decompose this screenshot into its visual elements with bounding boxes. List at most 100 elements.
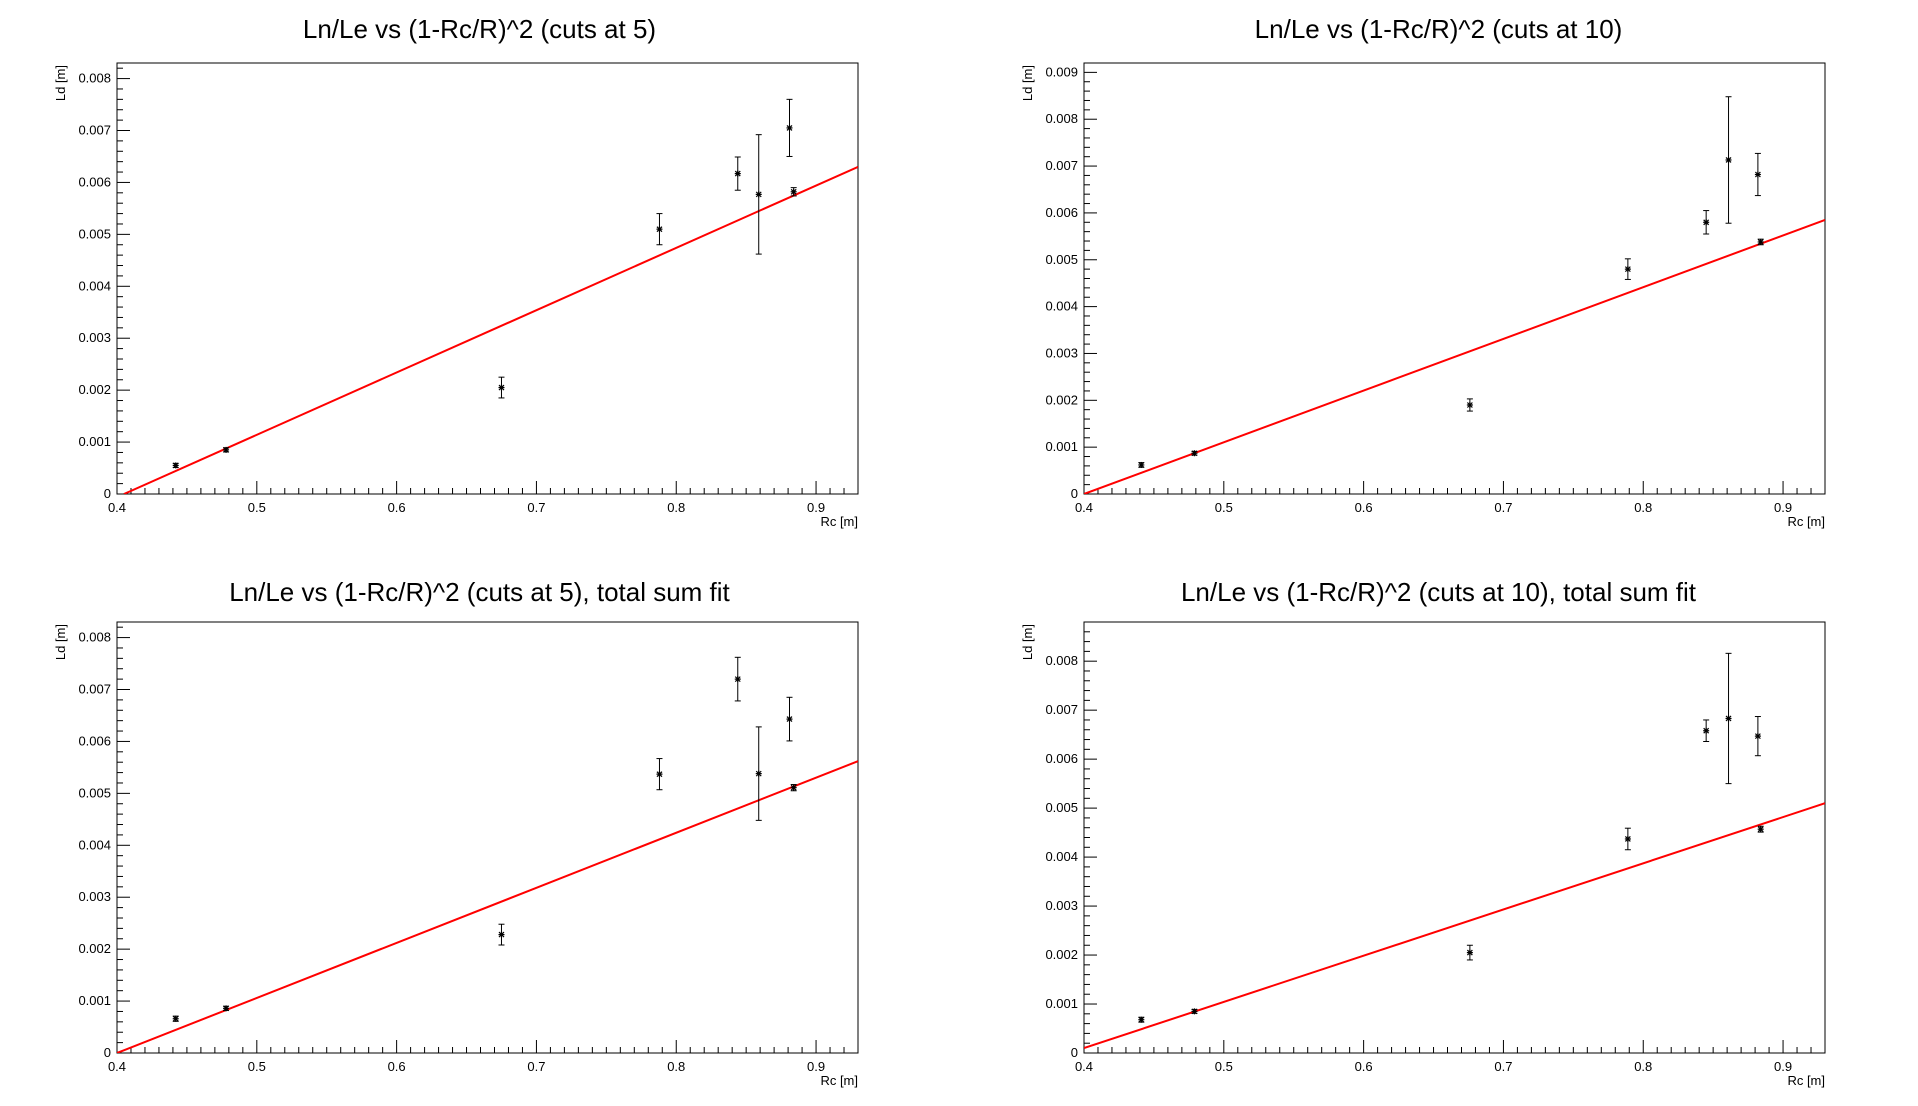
y-axis-label: Ld [m] [53,624,68,660]
data-point [755,134,762,255]
x-axis-label: Rc [m] [1787,514,1825,529]
y-tick-label: 0.008 [1045,111,1078,126]
x-tick-label: 0.9 [1774,1059,1792,1074]
point-marker [790,188,797,195]
fit-line [117,760,858,1053]
data-point [1138,1016,1145,1023]
data-point [223,1005,230,1012]
chart-panel-bottom-left: Ln/Le vs (1-Rc/R)^2 (cuts at 5), total s… [0,553,959,1106]
chart-plot: 0.4 0.5 0.6 0.7 0.8 0.9 0 0.001 0.002 0.003 0.004 0… [53,62,859,529]
point-marker [172,462,179,469]
y-tick-label: 0.004 [78,278,111,293]
data-point [1624,258,1631,280]
y-tick-label: 0.008 [1045,653,1078,668]
point-marker [1754,171,1761,178]
data-point [734,156,741,191]
point-marker [734,170,741,177]
data-point [1703,719,1710,743]
x-tick-label: 0.4 [1075,1059,1093,1074]
point-marker [498,384,505,391]
data-point [734,656,741,702]
x-tick-label: 0.5 [248,1059,266,1074]
y-tick-label: 0.006 [1045,205,1078,220]
data-point [656,758,663,791]
y-tick-label: 0.006 [78,174,111,189]
point-marker [223,1005,230,1012]
x-tick-label: 0.5 [248,500,266,515]
y-tick-label: 0 [104,1045,111,1060]
point-marker [1754,733,1761,740]
x-tick-label: 0.9 [807,500,825,515]
data-point [1757,238,1764,246]
chart-panel-bottom-right: Ln/Le vs (1-Rc/R)^2 (cuts at 10), total … [959,553,1918,1106]
y-tick-label: 0.002 [78,941,111,956]
point-marker [1725,715,1732,722]
point-marker [223,446,230,453]
y-tick-label: 0.005 [78,785,111,800]
plot-frame [1083,62,1826,495]
point-marker [1191,450,1198,457]
y-tick-label: 0.003 [78,330,111,345]
data-point [1754,152,1761,197]
point-marker [1138,1016,1145,1023]
data-point [1191,450,1198,457]
y-tick-label: 0.001 [78,993,111,1008]
plot-frame [116,621,859,1054]
x-tick-label: 0.9 [1774,500,1792,515]
chart-title: Ln/Le vs (1-Rc/R)^2 (cuts at 5), total s… [229,577,730,607]
x-tick-label: 0.8 [667,500,685,515]
y-axis-label: Ld [m] [53,65,68,101]
point-marker [1466,949,1473,956]
y-axis-label: Ld [m] [1020,65,1035,101]
data-point [172,1015,179,1022]
point-marker [1725,156,1732,163]
y-tick-label: 0.009 [1045,64,1078,79]
y-tick-label: 0.001 [78,434,111,449]
point-marker [1138,461,1145,468]
chart-plot: 0.4 0.5 0.6 0.7 0.8 0.9 0 0.001 0.002 0.003 0.004 0… [1020,621,1826,1088]
data-point [656,213,663,246]
x-tick-label: 0.4 [108,1059,126,1074]
y-tick-label: 0.008 [78,71,111,86]
data-point [223,446,230,453]
y-tick-label: 0.004 [1045,849,1078,864]
x-tick-label: 0.7 [1494,500,1512,515]
point-marker [1624,266,1631,273]
chart-title: Ln/Le vs (1-Rc/R)^2 (cuts at 5) [302,14,657,44]
x-tick-label: 0.8 [1634,1059,1652,1074]
y-tick-label: 0.003 [78,889,111,904]
point-marker [755,770,762,777]
y-tick-label: 0 [1071,486,1078,501]
chart-plot: 0.4 0.5 0.6 0.7 0.8 0.9 0 0.001 0.002 0.003 0.004 0… [53,621,859,1088]
data-point [498,923,505,946]
point-marker [172,1015,179,1022]
point-marker [1191,1008,1198,1015]
point-marker [755,191,762,198]
x-tick-label: 0.6 [1355,1059,1373,1074]
plot-frame [1083,621,1826,1054]
y-tick-label: 0.002 [1045,947,1078,962]
x-tick-label: 0.8 [1634,500,1652,515]
chart-plot: 0.4 0.5 0.6 0.7 0.8 0.9 0 0.001 0.002 0.003 0.004 0… [1020,62,1826,529]
data-point [1725,96,1732,224]
x-axis-label: Rc [m] [820,514,858,529]
point-marker [1466,401,1473,408]
x-tick-label: 0.9 [807,1059,825,1074]
y-tick-label: 0 [1071,1045,1078,1060]
x-tick-label: 0.6 [1355,500,1373,515]
y-tick-label: 0.005 [1045,252,1078,267]
chart-title: Ln/Le vs (1-Rc/R)^2 (cuts at 10), total … [1180,577,1697,607]
data-point [1757,825,1764,833]
y-tick-label: 0.001 [1045,439,1078,454]
y-tick-label: 0.002 [78,382,111,397]
x-tick-label: 0.7 [527,500,545,515]
data-point [1191,1008,1198,1015]
data-point [1466,398,1473,412]
y-tick-label: 0.005 [1045,800,1078,815]
y-tick-label: 0.004 [78,837,111,852]
fit-line [123,165,858,494]
data-point [755,726,762,821]
y-tick-label: 0.002 [1045,392,1078,407]
y-tick-label: 0.006 [78,733,111,748]
point-marker [1757,826,1764,833]
